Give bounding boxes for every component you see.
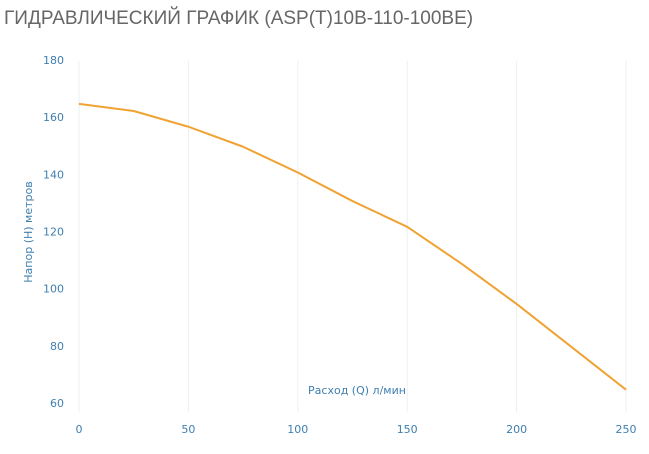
y-tick-label: 160 (43, 111, 64, 124)
x-tick-label: 100 (287, 423, 308, 436)
y-tick-label: 120 (43, 226, 64, 239)
y-axis-label: Напор (H) метров (22, 181, 35, 282)
x-tick-label: 0 (76, 423, 83, 436)
y-tick-label: 80 (50, 340, 64, 353)
y-tick-label: 100 (43, 283, 64, 296)
y-tick-label: 180 (43, 54, 64, 67)
x-tick-label: 150 (397, 423, 418, 436)
y-tick-label: 60 (50, 397, 64, 410)
chart-title: ГИДРАВЛИЧЕСКИЙ ГРАФИК (ASP(T)10B-110-100… (4, 7, 473, 29)
x-axis-label: Расход (Q) л/мин (308, 384, 406, 397)
y-tick-label: 140 (43, 168, 64, 181)
x-tick-label: 250 (616, 423, 637, 436)
x-tick-label: 200 (506, 423, 527, 436)
x-tick-label: 50 (181, 423, 195, 436)
series-line (78, 102, 627, 391)
